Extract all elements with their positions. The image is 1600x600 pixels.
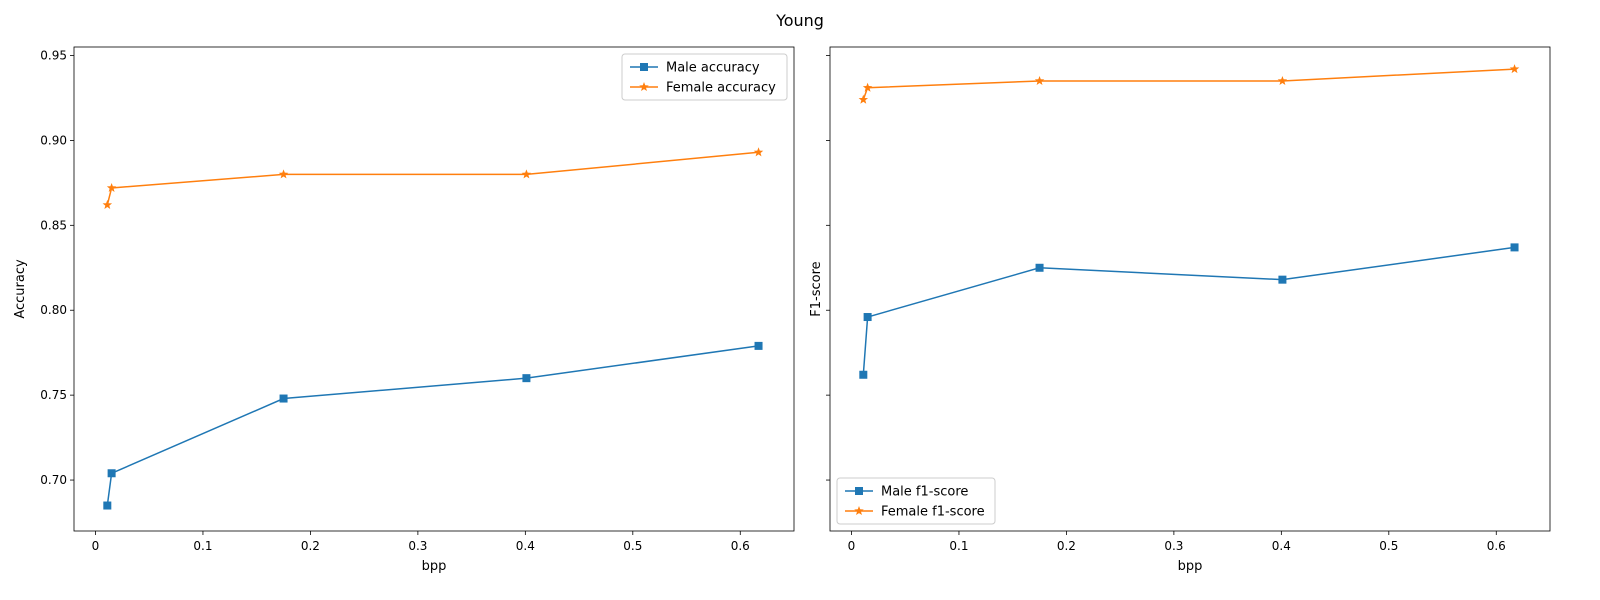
y-tick-label: 0.90: [40, 133, 67, 147]
data-point-1-0-1: [863, 313, 872, 322]
data-point-1-0-3: [1278, 275, 1287, 284]
x-tick-label: 0.6: [731, 539, 750, 553]
x-tick-label: 0.3: [1164, 539, 1183, 553]
x-tick-label: 0.5: [1379, 539, 1398, 553]
y-axis-label: F1-score: [809, 261, 824, 316]
x-tick-label: 0.5: [623, 539, 642, 553]
accuracy-panel: 0 0.1 0.2 0.3 0.4 0.5 0.6 0.70 0.75 0.80 0.85 0.90 0…: [13, 46, 795, 574]
data-point-1-1-0: [858, 94, 869, 104]
x-axis-label: bpp: [422, 559, 447, 574]
x-tick-label: 0.4: [516, 539, 535, 553]
y-tick-label: 0.95: [40, 48, 67, 62]
legend-label: Female f1-score: [881, 505, 985, 520]
figure-title: Young: [775, 11, 824, 30]
x-tick-label: 0.1: [949, 539, 968, 553]
y-axis-label: Accuracy: [13, 259, 28, 319]
data-point-0-1-0: [102, 199, 113, 209]
data-point-1-1-4: [1509, 64, 1520, 74]
x-axis-label: bpp: [1178, 559, 1203, 574]
data-point-0-1-2: [278, 169, 289, 179]
legend-label: Female accuracy: [666, 81, 776, 96]
x-tick-label: 0: [92, 539, 100, 553]
legend-box: [621, 53, 788, 101]
legend-label: Male f1-score: [881, 485, 968, 500]
data-point-1-1-1: [862, 82, 873, 92]
x-tick-label: 0.2: [301, 539, 320, 553]
legend-marker-1: [639, 82, 649, 92]
legend-box: [836, 477, 996, 525]
legend-marker-0: [855, 487, 863, 495]
x-tick-label: 0.4: [1272, 539, 1291, 553]
data-point-0-0-2: [279, 394, 288, 403]
x-tick-label: 0.2: [1057, 539, 1076, 553]
data-point-0-1-4: [753, 147, 764, 157]
y-tick-label: 0.75: [40, 388, 67, 402]
x-tick-label: 0.6: [1487, 539, 1506, 553]
y-tick-label: 0.85: [40, 218, 67, 232]
data-point-0-0-0: [103, 501, 112, 510]
data-point-1-0-2: [1035, 263, 1044, 272]
series-line-0-0: [106, 345, 759, 506]
data-point-0-0-4: [754, 341, 763, 350]
legend-marker-1: [854, 506, 864, 516]
f1-score-panel: 0 0.1 0.2 0.3 0.4 0.5 0.6 bpp F1-score Male f1-sc…: [809, 46, 1551, 574]
legend: Male accuracy Female accuracy: [621, 53, 788, 101]
data-point-0-0-1: [107, 469, 116, 478]
x-tick-label: 0.1: [193, 539, 212, 553]
series-line-0-1: [106, 151, 759, 206]
data-point-1-1-3: [1277, 75, 1288, 86]
series-line-1-1: [862, 68, 1515, 100]
plot-frame: [829, 46, 1551, 532]
x-tick-label: 0.3: [408, 539, 427, 553]
data-point-0-1-1: [106, 182, 117, 192]
data-point-1-1-2: [1034, 75, 1045, 86]
series-line-1-0: [862, 246, 1515, 375]
data-point-0-0-3: [522, 374, 531, 383]
data-point-1-0-0: [859, 370, 868, 379]
y-tick-label: 0.70: [40, 473, 67, 487]
x-tick-label: 0: [848, 539, 856, 553]
plot-frame: [73, 46, 795, 532]
legend-label: Male accuracy: [666, 61, 760, 76]
legend: Male f1-score Female f1-score: [836, 477, 996, 525]
legend-marker-0: [640, 63, 648, 71]
data-point-1-0-4: [1510, 243, 1519, 252]
y-tick-label: 0.80: [40, 303, 67, 317]
data-point-0-1-3: [521, 169, 532, 179]
